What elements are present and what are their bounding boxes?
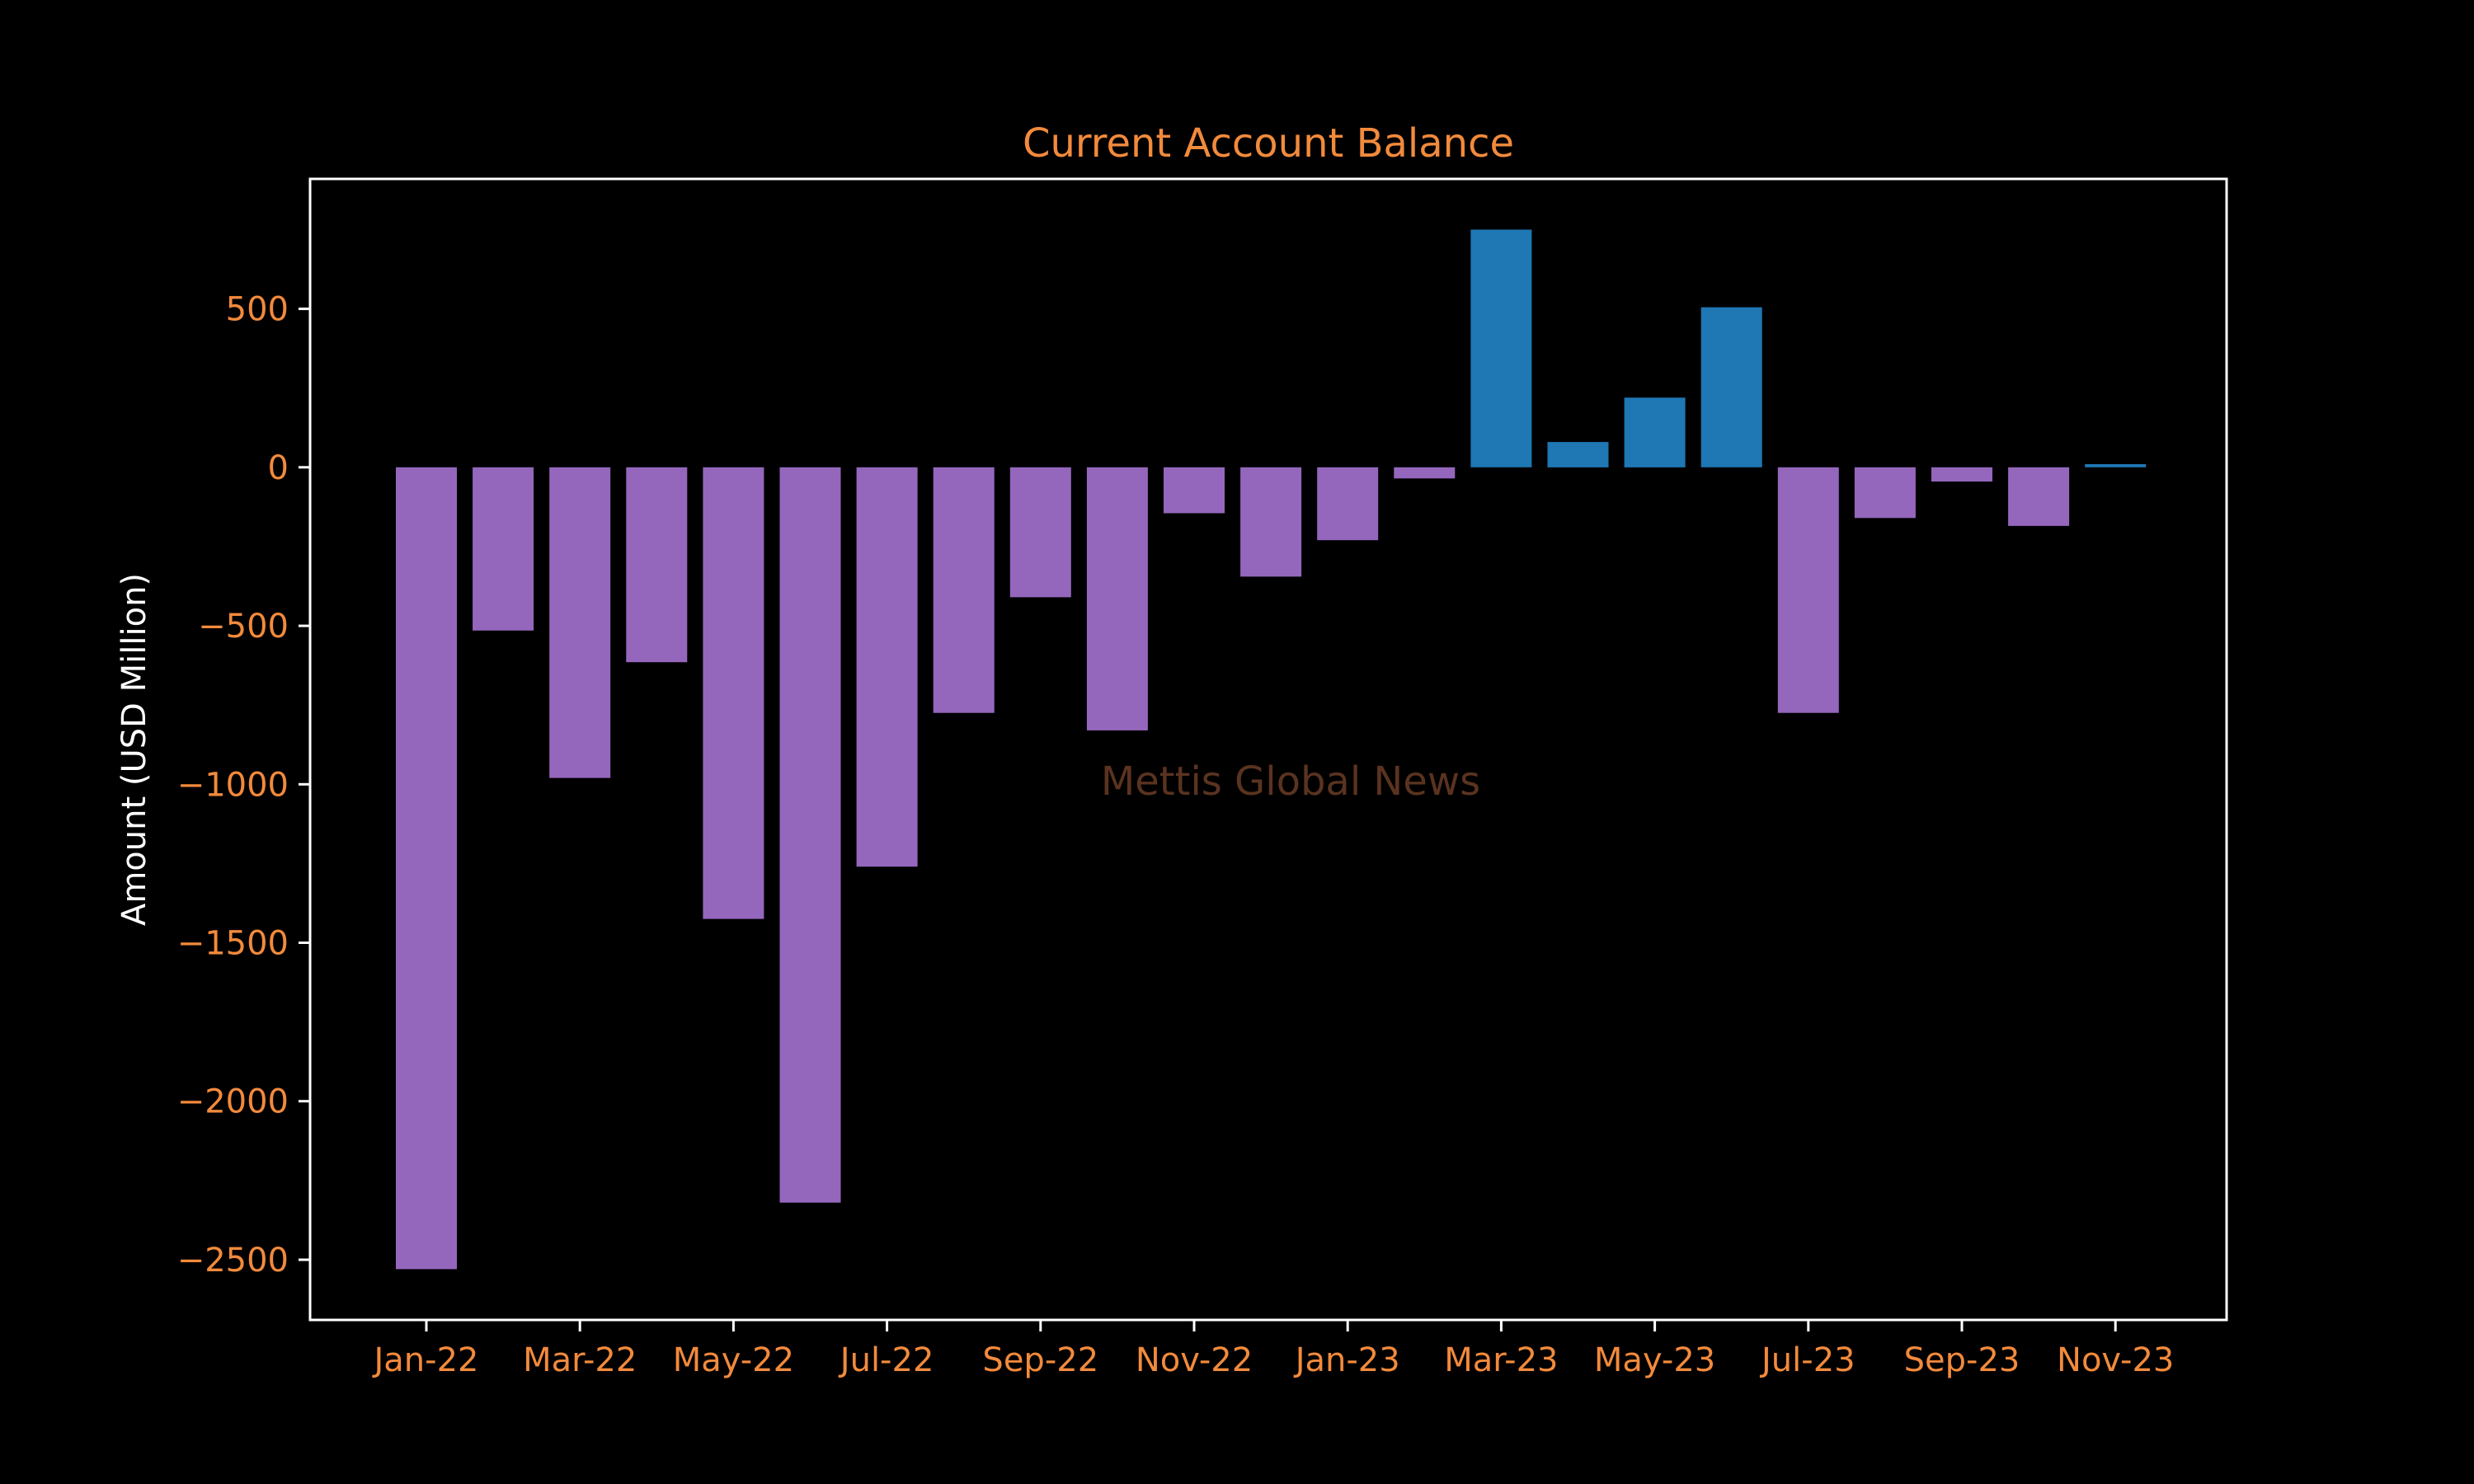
y-tick-label: 0 xyxy=(268,449,289,487)
bar-Mar-23 xyxy=(1470,229,1532,467)
bar-Sep-22 xyxy=(1009,467,1071,598)
bar-May-22 xyxy=(703,467,764,919)
y-tick-label: −2500 xyxy=(177,1242,289,1280)
bar-Oct-22 xyxy=(1086,467,1148,730)
bars-group xyxy=(396,229,2147,1270)
bar-Dec-22 xyxy=(1240,467,1302,577)
bar-Jun-23 xyxy=(1700,307,1762,467)
y-tick-label: −500 xyxy=(198,608,289,646)
x-tick-label: May-23 xyxy=(1594,1341,1715,1379)
x-tick-label: Sep-23 xyxy=(1904,1341,2020,1379)
y-tick-label: 500 xyxy=(226,291,289,329)
bar-Feb-22 xyxy=(473,467,534,631)
bar-Nov-23 xyxy=(2085,464,2147,467)
plot-frame xyxy=(308,177,2228,1322)
bar-Jul-23 xyxy=(1777,467,1839,713)
y-tick-label: −1000 xyxy=(177,766,289,804)
x-tick-label: Nov-22 xyxy=(1136,1341,1253,1379)
bar-Aug-22 xyxy=(933,467,995,713)
bar-Apr-22 xyxy=(626,467,688,663)
x-tick-label: Mar-23 xyxy=(1444,1341,1558,1379)
chart-title: Current Account Balance xyxy=(1023,120,1514,167)
x-axis: Jan-22 Mar-22 May-22 Jul-22 Sep-22 Nov-22 Jan-… xyxy=(372,1320,2174,1379)
y-axis-label: Amount (USD Million) xyxy=(115,573,153,926)
y-axis: 500 0 −500 −1000 −1500 −2000 −2500 xyxy=(177,291,310,1280)
x-tick-label: Sep-22 xyxy=(982,1341,1098,1379)
x-tick-label: Jul-23 xyxy=(1759,1341,1856,1379)
bar-Sep-23 xyxy=(1931,467,1992,482)
watermark: Mettis Global News xyxy=(1101,758,1480,805)
x-tick-label: Nov-23 xyxy=(2057,1341,2174,1379)
x-tick-label: May-22 xyxy=(673,1341,794,1379)
x-tick-label: Mar-22 xyxy=(523,1341,637,1379)
y-tick-label: −1500 xyxy=(177,925,289,963)
bar-May-23 xyxy=(1624,397,1686,467)
x-tick-label: Jan-23 xyxy=(1293,1341,1400,1379)
y-tick-label: −2000 xyxy=(177,1083,289,1121)
bar-Oct-23 xyxy=(2008,467,2070,526)
bar-Jan-23 xyxy=(1317,467,1379,541)
bar-Nov-22 xyxy=(1164,467,1225,514)
bar-Jan-22 xyxy=(396,467,457,1270)
bar-Aug-23 xyxy=(1854,467,1916,519)
bar-Apr-23 xyxy=(1547,442,1609,467)
x-tick-label: Jan-22 xyxy=(372,1341,479,1379)
bar-Jul-22 xyxy=(856,467,918,867)
bar-Jun-22 xyxy=(779,467,841,1203)
x-tick-label: Jul-22 xyxy=(838,1341,934,1379)
bar-Feb-23 xyxy=(1394,467,1456,479)
bar-Mar-22 xyxy=(549,467,611,778)
